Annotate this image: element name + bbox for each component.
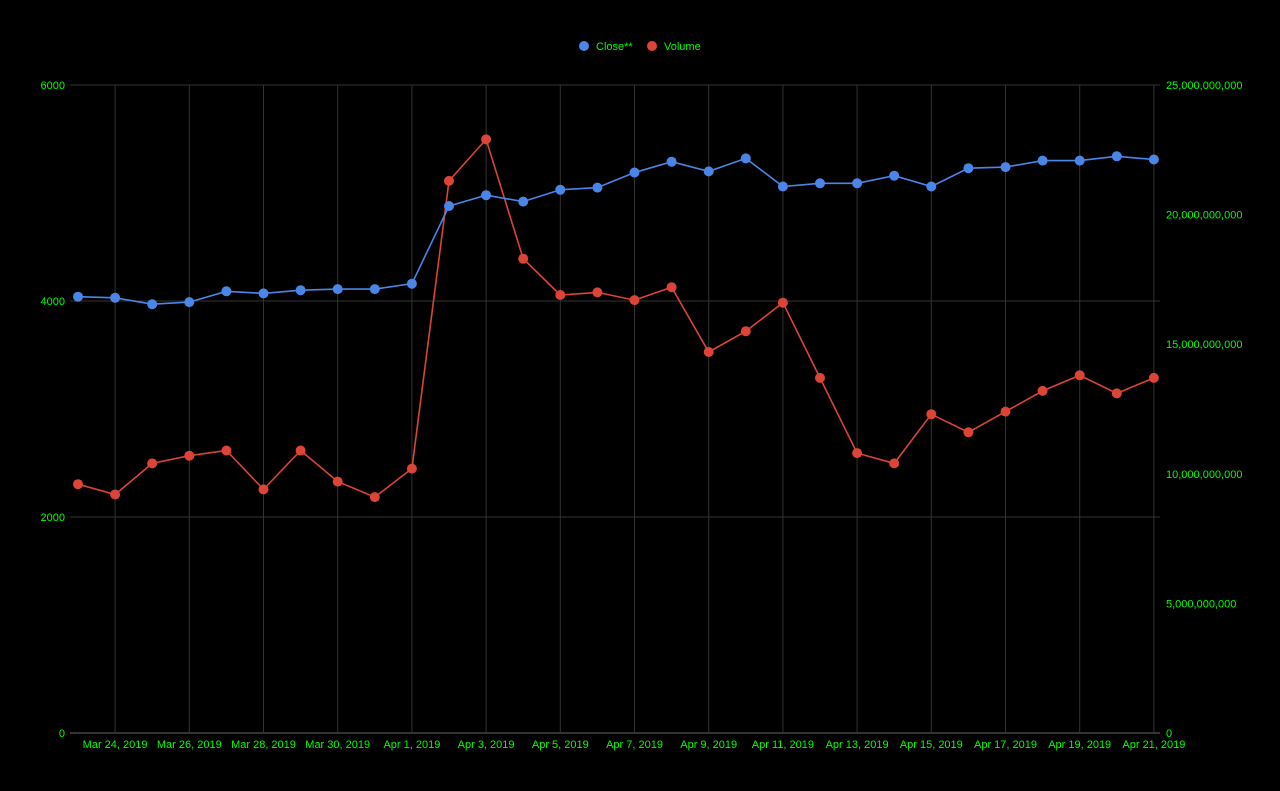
- data-point-volume[interactable]: [1000, 406, 1011, 417]
- data-point-close[interactable]: [703, 166, 714, 177]
- x-tick-label: Mar 24, 2019: [83, 739, 148, 751]
- data-point-close[interactable]: [1111, 151, 1122, 162]
- data-point-close[interactable]: [332, 284, 343, 295]
- x-tick-label: Apr 3, 2019: [458, 739, 515, 751]
- right-tick-label: 5,000,000,000: [1166, 598, 1236, 610]
- data-point-close[interactable]: [110, 292, 121, 303]
- right-tick-label: 15,000,000,000: [1166, 339, 1242, 351]
- data-point-volume[interactable]: [592, 287, 603, 298]
- left-tick-label: 4000: [41, 296, 65, 308]
- left-tick-label: 6000: [41, 80, 65, 92]
- data-point-volume[interactable]: [518, 253, 529, 264]
- x-axis-ticks: Mar 24, 2019 Mar 26, 2019 Mar 28, 2019 Mar …: [83, 739, 1186, 751]
- right-tick-label: 10,000,000,000: [1166, 469, 1242, 481]
- x-tick-label: Apr 17, 2019: [974, 739, 1037, 751]
- data-point-close[interactable]: [221, 286, 232, 297]
- data-point-close[interactable]: [666, 156, 677, 167]
- data-point-close[interactable]: [629, 167, 640, 178]
- data-point-volume[interactable]: [295, 445, 306, 456]
- legend-label-close: Close**: [596, 41, 633, 53]
- right-tick-label: 25,000,000,000: [1166, 80, 1242, 92]
- legend-marker-volume: [647, 41, 657, 51]
- data-point-volume[interactable]: [258, 484, 269, 495]
- data-point-close[interactable]: [852, 178, 863, 189]
- data-point-volume[interactable]: [147, 458, 158, 469]
- data-point-close[interactable]: [1074, 155, 1085, 166]
- legend-label-volume: Volume: [664, 41, 701, 53]
- data-point-volume[interactable]: [1037, 385, 1048, 396]
- x-tick-label: Apr 5, 2019: [532, 739, 589, 751]
- data-point-close[interactable]: [258, 288, 269, 299]
- data-point-volume[interactable]: [221, 445, 232, 456]
- x-tick-label: Apr 1, 2019: [383, 739, 440, 751]
- data-point-close[interactable]: [926, 181, 937, 192]
- data-point-volume[interactable]: [666, 282, 677, 293]
- data-point-volume[interactable]: [815, 372, 825, 383]
- data-point-close[interactable]: [73, 291, 83, 302]
- data-point-volume[interactable]: [1074, 370, 1085, 381]
- data-point-volume[interactable]: [629, 295, 640, 306]
- x-tick-label: Apr 7, 2019: [606, 739, 663, 751]
- legend-marker-close: [579, 41, 589, 51]
- data-point-volume[interactable]: [852, 448, 863, 459]
- series-line-close: [77, 155, 1154, 306]
- x-tick-label: Apr 15, 2019: [900, 739, 963, 751]
- x-tick-label: Apr 21, 2019: [1122, 739, 1185, 751]
- data-point-close[interactable]: [481, 190, 492, 201]
- data-point-close[interactable]: [295, 285, 306, 296]
- right-axis-ticks: 0 5,000,000,000 10,000,000,000 15,000,000,0…: [1166, 80, 1242, 740]
- data-point-close[interactable]: [963, 163, 974, 174]
- x-tick-label: Apr 9, 2019: [680, 739, 737, 751]
- data-point-volume[interactable]: [110, 489, 121, 500]
- x-tick-label: Apr 13, 2019: [826, 739, 889, 751]
- data-point-volume[interactable]: [889, 458, 900, 469]
- data-point-close[interactable]: [889, 170, 900, 181]
- data-point-close[interactable]: [406, 278, 417, 289]
- data-point-volume[interactable]: [555, 290, 566, 300]
- data-point-volume[interactable]: [703, 347, 714, 357]
- data-point-close[interactable]: [147, 299, 158, 310]
- legend: Close** Volume: [579, 41, 701, 53]
- right-tick-label: 20,000,000,000: [1166, 210, 1242, 222]
- data-point-volume[interactable]: [444, 175, 454, 186]
- x-tick-label: Mar 26, 2019: [157, 739, 222, 751]
- data-point-volume[interactable]: [481, 134, 492, 145]
- x-tick-label: Mar 28, 2019: [231, 739, 296, 751]
- data-point-volume[interactable]: [740, 326, 751, 337]
- data-point-volume[interactable]: [926, 409, 937, 420]
- x-tick-label: Apr 11, 2019: [752, 739, 814, 751]
- data-point-volume[interactable]: [963, 427, 974, 438]
- data-point-close[interactable]: [1148, 154, 1159, 165]
- left-axis-ticks: 0 2000 4000 6000: [41, 80, 65, 740]
- data-point-volume[interactable]: [184, 450, 195, 461]
- data-point-close[interactable]: [740, 153, 751, 164]
- data-point-close[interactable]: [518, 196, 529, 207]
- series-layer: [73, 134, 1159, 503]
- data-point-close[interactable]: [1037, 155, 1048, 166]
- data-point-close[interactable]: [184, 297, 195, 308]
- data-point-volume[interactable]: [1148, 372, 1159, 383]
- x-tick-label: Apr 19, 2019: [1048, 739, 1111, 751]
- x-tick-label: Mar 30, 2019: [305, 739, 370, 751]
- data-point-volume[interactable]: [406, 463, 417, 474]
- data-point-close[interactable]: [555, 184, 566, 195]
- data-point-volume[interactable]: [73, 479, 83, 490]
- left-tick-label: 0: [59, 728, 65, 740]
- data-point-close[interactable]: [444, 201, 454, 211]
- data-point-volume[interactable]: [332, 476, 343, 487]
- data-point-volume[interactable]: [777, 297, 788, 308]
- data-point-volume[interactable]: [369, 492, 380, 503]
- series-line-volume: [77, 137, 1155, 499]
- left-tick-label: 2000: [41, 512, 65, 524]
- data-point-close[interactable]: [777, 181, 788, 192]
- data-point-close[interactable]: [815, 178, 825, 189]
- right-tick-label: 0: [1166, 728, 1172, 740]
- data-point-close[interactable]: [592, 182, 603, 193]
- data-point-close[interactable]: [369, 284, 380, 295]
- data-point-volume[interactable]: [1111, 388, 1122, 399]
- data-point-close[interactable]: [1000, 162, 1011, 173]
